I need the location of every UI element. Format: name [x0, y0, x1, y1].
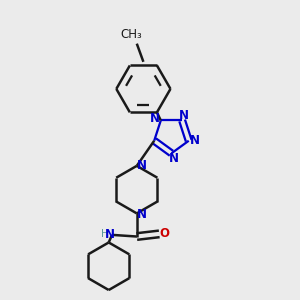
Text: N: N: [137, 159, 147, 172]
Text: CH₃: CH₃: [120, 28, 142, 41]
Text: O: O: [160, 227, 170, 240]
Text: N: N: [169, 152, 179, 165]
Text: N: N: [104, 228, 114, 241]
Text: H: H: [101, 229, 109, 239]
Text: N: N: [150, 112, 160, 125]
Text: N: N: [137, 208, 147, 220]
Text: N: N: [190, 134, 200, 147]
Text: N: N: [178, 109, 188, 122]
